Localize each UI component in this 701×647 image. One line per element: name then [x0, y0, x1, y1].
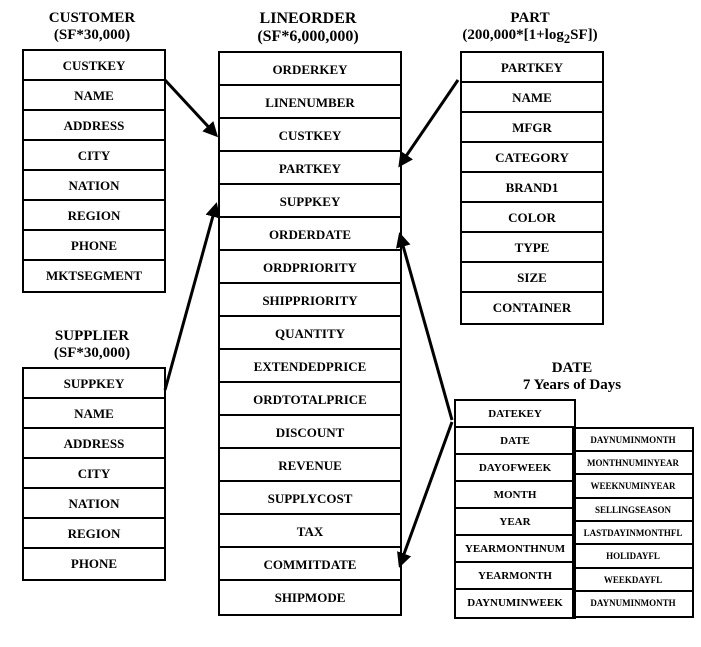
- subtitle-text: (200,000*[1+log2SF]): [462, 27, 597, 43]
- field-daynuminweek: DAYNUMINWEEK: [456, 590, 574, 617]
- field-brand1: BRAND1: [462, 173, 602, 203]
- subtitle-text: (SF*6,000,000): [257, 28, 358, 45]
- field-orderkey: ORDERKEY: [220, 53, 400, 86]
- field-yearmonthnum: YEARMONTHNUM: [456, 536, 574, 563]
- field-region: REGION: [24, 201, 164, 231]
- field-shipmode: SHIPMODE: [220, 581, 400, 614]
- field-sellingseason: SELLINGSEASON: [574, 499, 692, 522]
- subtitle-text: (SF*30,000): [54, 345, 130, 361]
- field-quantity: QUANTITY: [220, 317, 400, 350]
- title-text: DATE: [552, 360, 593, 376]
- fields-part: PARTKEYNAMEMFGRCATEGORYBRAND1COLORTYPESI…: [460, 51, 604, 325]
- field-ordtotalprice: ORDTOTALPRICE: [220, 383, 400, 416]
- field-dayofweek: DAYOFWEEK: [456, 455, 574, 482]
- field-monthnuminyear: MONTHNUMINYEAR: [574, 452, 692, 475]
- table-lineorder-title: LINEORDER (SF*6,000,000): [218, 10, 398, 47]
- table-part: PART (200,000*[1+log2SF]) PARTKEYNAMEMFG…: [460, 10, 600, 325]
- field-tax: TAX: [220, 515, 400, 548]
- arrow-part-PARTKEY-to-lineorder-PARTKEY: [400, 80, 458, 165]
- table-lineorder: LINEORDER (SF*6,000,000) ORDERKEYLINENUM…: [218, 10, 398, 616]
- field-commitdate: COMMITDATE: [220, 548, 400, 581]
- field-category: CATEGORY: [462, 143, 602, 173]
- arrow-date-DATEKEY-to-lineorder-COMMITDATE: [400, 422, 452, 565]
- title-text: CUSTOMER: [49, 10, 135, 26]
- subtitle-text: (SF*30,000): [54, 27, 130, 43]
- field-custkey: CUSTKEY: [24, 51, 164, 81]
- field-city: CITY: [24, 459, 164, 489]
- field-linenumber: LINENUMBER: [220, 86, 400, 119]
- field-partkey: PARTKEY: [462, 53, 602, 83]
- title-text: SUPPLIER: [55, 328, 129, 344]
- table-part-title: PART (200,000*[1+log2SF]): [460, 10, 600, 47]
- field-color: COLOR: [462, 203, 602, 233]
- field-daynuminmonth: DAYNUMINMONTH: [574, 429, 692, 452]
- arrow-supplier-SUPPKEY-to-lineorder-SUPPKEY: [165, 205, 216, 390]
- field-daynuminmonth: DAYNUMINMONTH: [574, 592, 692, 615]
- table-date: DATE 7 Years of Days DATEKEYDATEDAYOFWEE…: [454, 360, 690, 399]
- field-weeknuminyear: WEEKNUMINYEAR: [574, 475, 692, 498]
- table-customer-title: CUSTOMER (SF*30,000): [22, 10, 162, 45]
- field-phone: PHONE: [24, 549, 164, 579]
- subtitle-text: 7 Years of Days: [523, 377, 621, 393]
- field-ordpriority: ORDPRIORITY: [220, 251, 400, 284]
- field-datekey: DATEKEY: [456, 401, 574, 428]
- field-suppkey: SUPPKEY: [24, 369, 164, 399]
- field-mktsegment: MKTSEGMENT: [24, 261, 164, 291]
- field-date: DATE: [456, 428, 574, 455]
- fields-supplier: SUPPKEYNAMEADDRESSCITYNATIONREGIONPHONE: [22, 367, 166, 581]
- field-shippriority: SHIPPRIORITY: [220, 284, 400, 317]
- fields-lineorder: ORDERKEYLINENUMBERCUSTKEYPARTKEYSUPPKEYO…: [218, 51, 402, 616]
- fields-customer: CUSTKEYNAMEADDRESSCITYNATIONREGIONPHONEM…: [22, 49, 166, 293]
- table-supplier: SUPPLIER (SF*30,000) SUPPKEYNAMEADDRESSC…: [22, 328, 162, 581]
- arrow-customer-CUSTKEY-to-lineorder-CUSTKEY: [165, 80, 216, 135]
- field-revenue: REVENUE: [220, 449, 400, 482]
- field-city: CITY: [24, 141, 164, 171]
- field-name: NAME: [24, 81, 164, 111]
- field-name: NAME: [24, 399, 164, 429]
- schema-diagram: CUSTOMER (SF*30,000) CUSTKEYNAMEADDRESSC…: [10, 10, 691, 637]
- table-date-title: DATE 7 Years of Days: [454, 360, 690, 395]
- field-mfgr: MFGR: [462, 113, 602, 143]
- field-suppkey: SUPPKEY: [220, 185, 400, 218]
- fields-date-left: DATEKEYDATEDAYOFWEEKMONTHYEARYEARMONTHNU…: [454, 399, 576, 619]
- field-weekdayfl: WEEKDAYFL: [574, 569, 692, 592]
- field-holidayfl: HOLIDAYFL: [574, 545, 692, 568]
- field-year: YEAR: [456, 509, 574, 536]
- fields-date-right: DAYNUMINMONTHMONTHNUMINYEARWEEKNUMINYEAR…: [572, 427, 694, 618]
- field-supplycost: SUPPLYCOST: [220, 482, 400, 515]
- field-partkey: PARTKEY: [220, 152, 400, 185]
- field-size: SIZE: [462, 263, 602, 293]
- field-region: REGION: [24, 519, 164, 549]
- field-type: TYPE: [462, 233, 602, 263]
- field-yearmonth: YEARMONTH: [456, 563, 574, 590]
- field-nation: NATION: [24, 171, 164, 201]
- table-customer: CUSTOMER (SF*30,000) CUSTKEYNAMEADDRESSC…: [22, 10, 162, 293]
- field-address: ADDRESS: [24, 429, 164, 459]
- title-text: PART: [510, 10, 549, 26]
- title-text: LINEORDER: [260, 10, 357, 27]
- field-month: MONTH: [456, 482, 574, 509]
- field-name: NAME: [462, 83, 602, 113]
- arrow-date-DATEKEY-to-lineorder-ORDERDATE: [400, 235, 452, 420]
- field-nation: NATION: [24, 489, 164, 519]
- field-address: ADDRESS: [24, 111, 164, 141]
- field-extendedprice: EXTENDEDPRICE: [220, 350, 400, 383]
- field-phone: PHONE: [24, 231, 164, 261]
- field-container: CONTAINER: [462, 293, 602, 323]
- field-lastdayinmonthfl: LASTDAYINMONTHFL: [574, 522, 692, 545]
- field-orderdate: ORDERDATE: [220, 218, 400, 251]
- field-custkey: CUSTKEY: [220, 119, 400, 152]
- table-supplier-title: SUPPLIER (SF*30,000): [22, 328, 162, 363]
- field-discount: DISCOUNT: [220, 416, 400, 449]
